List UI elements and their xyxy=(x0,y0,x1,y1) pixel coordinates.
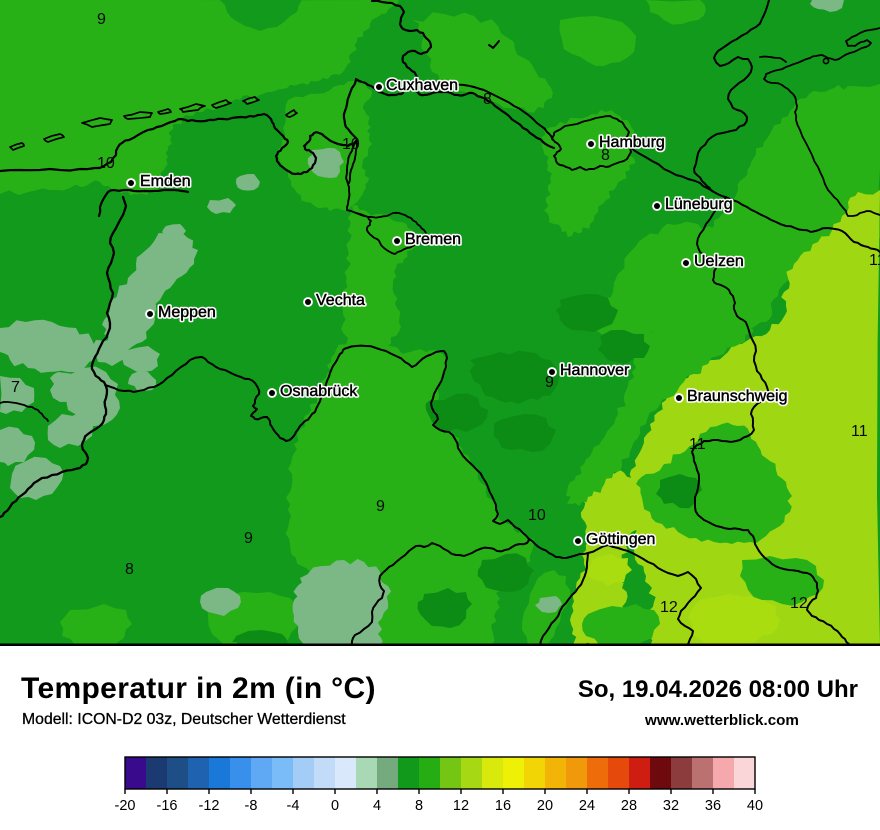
svg-text:9: 9 xyxy=(545,374,554,391)
svg-text:Braunschweig: Braunschweig xyxy=(687,388,788,405)
svg-text:Meppen: Meppen xyxy=(158,304,216,321)
svg-text:Hamburg: Hamburg xyxy=(599,134,665,151)
svg-text:12: 12 xyxy=(453,798,469,814)
svg-text:Cuxhaven: Cuxhaven xyxy=(386,77,458,94)
svg-text:Bremen: Bremen xyxy=(405,231,461,248)
svg-text:11: 11 xyxy=(689,436,706,453)
svg-text:24: 24 xyxy=(579,798,595,814)
svg-text:Lüneburg: Lüneburg xyxy=(665,196,733,213)
svg-text:10: 10 xyxy=(342,136,360,153)
svg-text:Göttingen: Göttingen xyxy=(586,531,655,548)
svg-text:Vechta: Vechta xyxy=(316,292,365,309)
svg-text:32: 32 xyxy=(663,798,679,814)
svg-text:Osnabrück: Osnabrück xyxy=(280,383,358,400)
svg-text:7: 7 xyxy=(11,379,20,396)
svg-text:28: 28 xyxy=(621,798,637,814)
svg-text:8: 8 xyxy=(601,147,610,164)
svg-text:9: 9 xyxy=(376,498,385,515)
svg-text:11: 11 xyxy=(851,423,868,440)
svg-text:Braunschweig: Braunschweig xyxy=(687,388,788,405)
svg-text:Osnabrück: Osnabrück xyxy=(280,383,358,400)
svg-text:16: 16 xyxy=(495,798,511,814)
svg-text:20: 20 xyxy=(537,798,553,814)
svg-text:9: 9 xyxy=(244,530,253,547)
svg-text:10: 10 xyxy=(528,507,546,524)
svg-text:40: 40 xyxy=(747,798,763,814)
svg-text:8: 8 xyxy=(125,561,134,578)
svg-text:Hannover: Hannover xyxy=(560,362,630,379)
svg-text:Hannover: Hannover xyxy=(560,362,630,379)
svg-text:Hamburg: Hamburg xyxy=(599,134,665,151)
svg-text:36: 36 xyxy=(705,798,721,814)
svg-text:-12: -12 xyxy=(199,798,220,814)
svg-text:0: 0 xyxy=(331,798,339,814)
svg-text:8: 8 xyxy=(483,91,492,108)
svg-text:12: 12 xyxy=(660,599,678,616)
svg-text:8: 8 xyxy=(415,798,423,814)
svg-text:-16: -16 xyxy=(157,798,178,814)
svg-text:www.wetterblick.com: www.wetterblick.com xyxy=(644,712,799,729)
svg-text:Cuxhaven: Cuxhaven xyxy=(386,77,458,94)
svg-text:Uelzen: Uelzen xyxy=(694,253,744,270)
svg-text:Emden: Emden xyxy=(140,173,191,190)
svg-text:9: 9 xyxy=(97,11,106,28)
svg-text:Göttingen: Göttingen xyxy=(586,531,655,548)
svg-text:Bremen: Bremen xyxy=(405,231,461,248)
svg-text:Temperatur in 2m (in °C): Temperatur in 2m (in °C) xyxy=(21,672,376,705)
svg-text:4: 4 xyxy=(373,798,381,814)
svg-text:10: 10 xyxy=(97,155,115,172)
svg-text:-20: -20 xyxy=(115,798,136,814)
svg-text:-4: -4 xyxy=(287,798,300,814)
svg-text:Uelzen: Uelzen xyxy=(694,253,744,270)
svg-text:Lüneburg: Lüneburg xyxy=(665,196,733,213)
svg-text:Emden: Emden xyxy=(140,173,191,190)
svg-text:-8: -8 xyxy=(245,798,258,814)
svg-text:Meppen: Meppen xyxy=(158,304,216,321)
svg-text:12: 12 xyxy=(790,595,808,612)
svg-text:Vechta: Vechta xyxy=(316,292,365,309)
svg-text:11: 11 xyxy=(869,252,880,269)
svg-text:So, 19.04.2026 08:00 Uhr: So, 19.04.2026 08:00 Uhr xyxy=(578,676,858,703)
svg-text:Modell: ICON-D2 03z, Deutscher: Modell: ICON-D2 03z, Deutscher Wetterdie… xyxy=(22,711,346,728)
